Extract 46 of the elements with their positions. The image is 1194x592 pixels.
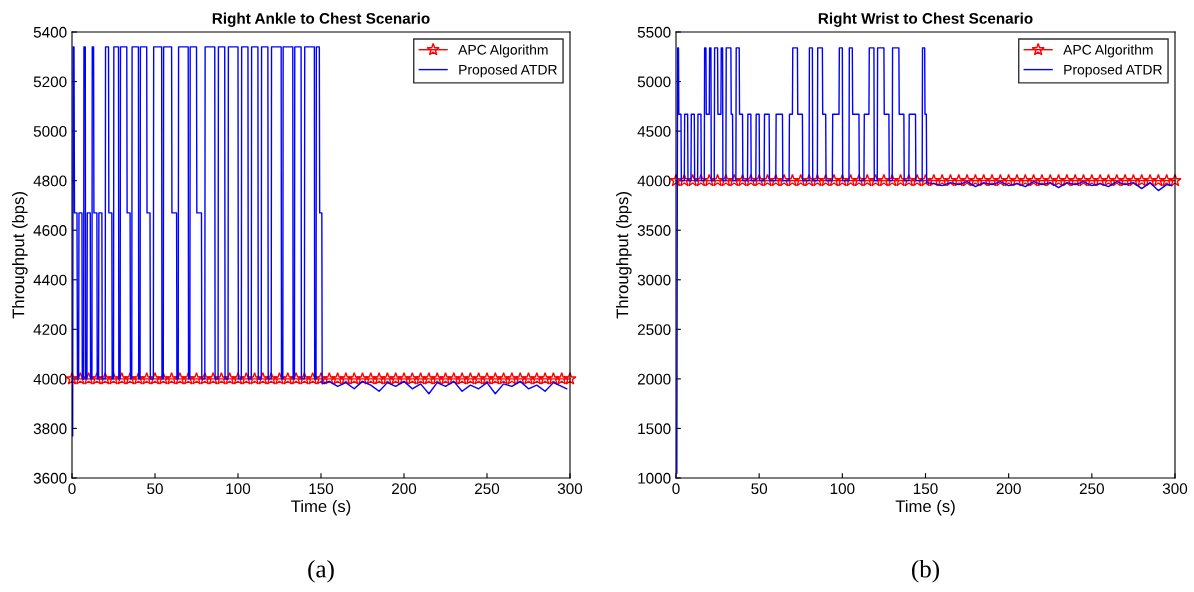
chart-title: Right Wrist to Chest Scenario <box>818 12 1033 27</box>
x-tick-label: 100 <box>226 483 251 495</box>
y-tick-label: 5000 <box>33 125 67 137</box>
x-tick-label: 300 <box>1162 483 1188 495</box>
x-tick-label: 0 <box>672 483 680 495</box>
x-tick-label: 150 <box>913 483 938 495</box>
chart-title: Right Ankle to Chest Scenario <box>212 12 430 27</box>
x-tick-label: 300 <box>557 483 583 495</box>
y-tick-label: 3600 <box>33 472 67 484</box>
y-axis-title: Throughput (bps) <box>616 192 632 319</box>
y-tick-label: 3500 <box>637 225 671 236</box>
y-tick-label: 1000 <box>638 472 671 484</box>
legend-label: Proposed ATDR <box>1064 64 1162 78</box>
y-tick-label: 3800 <box>33 423 67 435</box>
y-axis-title: Throughput (bps) <box>12 192 28 319</box>
text: (b) <box>912 559 939 583</box>
y-tick-label: 5500 <box>637 26 671 38</box>
x-tick-label: 50 <box>751 483 768 495</box>
y-tick-label: 5400 <box>33 26 67 38</box>
y-tick-label: 1500 <box>638 423 671 435</box>
x-tick-label: 100 <box>830 483 855 495</box>
y-tick-label: 3000 <box>637 274 671 286</box>
x-tick-label: 150 <box>309 483 334 495</box>
y-tick-label: 4400 <box>33 274 67 286</box>
x-axis-title: Time (s) <box>895 499 955 516</box>
y-tick-label: 4600 <box>33 225 67 236</box>
legend-label: APC Algorithm <box>458 44 548 58</box>
y-tick-label: 4200 <box>33 324 67 336</box>
x-tick-label: 50 <box>147 483 163 495</box>
legend-label: APC Algorithm <box>1063 44 1153 58</box>
x-axis-title: Time (s) <box>291 499 351 516</box>
y-tick-label: 2000 <box>637 373 671 385</box>
y-tick-label: 4000 <box>33 373 67 385</box>
x-tick-label: 250 <box>1079 483 1104 495</box>
legend-label: Proposed ATDR <box>459 64 557 78</box>
x-tick-label: 200 <box>996 483 1021 495</box>
x-tick-label: 200 <box>392 483 417 495</box>
y-tick-label: 5000 <box>637 76 671 88</box>
x-tick-label: 250 <box>475 483 500 495</box>
y-tick-label: 4000 <box>637 175 671 187</box>
y-tick-label: 5200 <box>33 76 67 88</box>
x-tick-label: 0 <box>68 483 76 495</box>
y-tick-label: 4500 <box>637 125 671 137</box>
y-tick-label: 2500 <box>637 324 671 336</box>
text: (a) <box>308 559 334 583</box>
y-tick-label: 4800 <box>33 175 67 187</box>
